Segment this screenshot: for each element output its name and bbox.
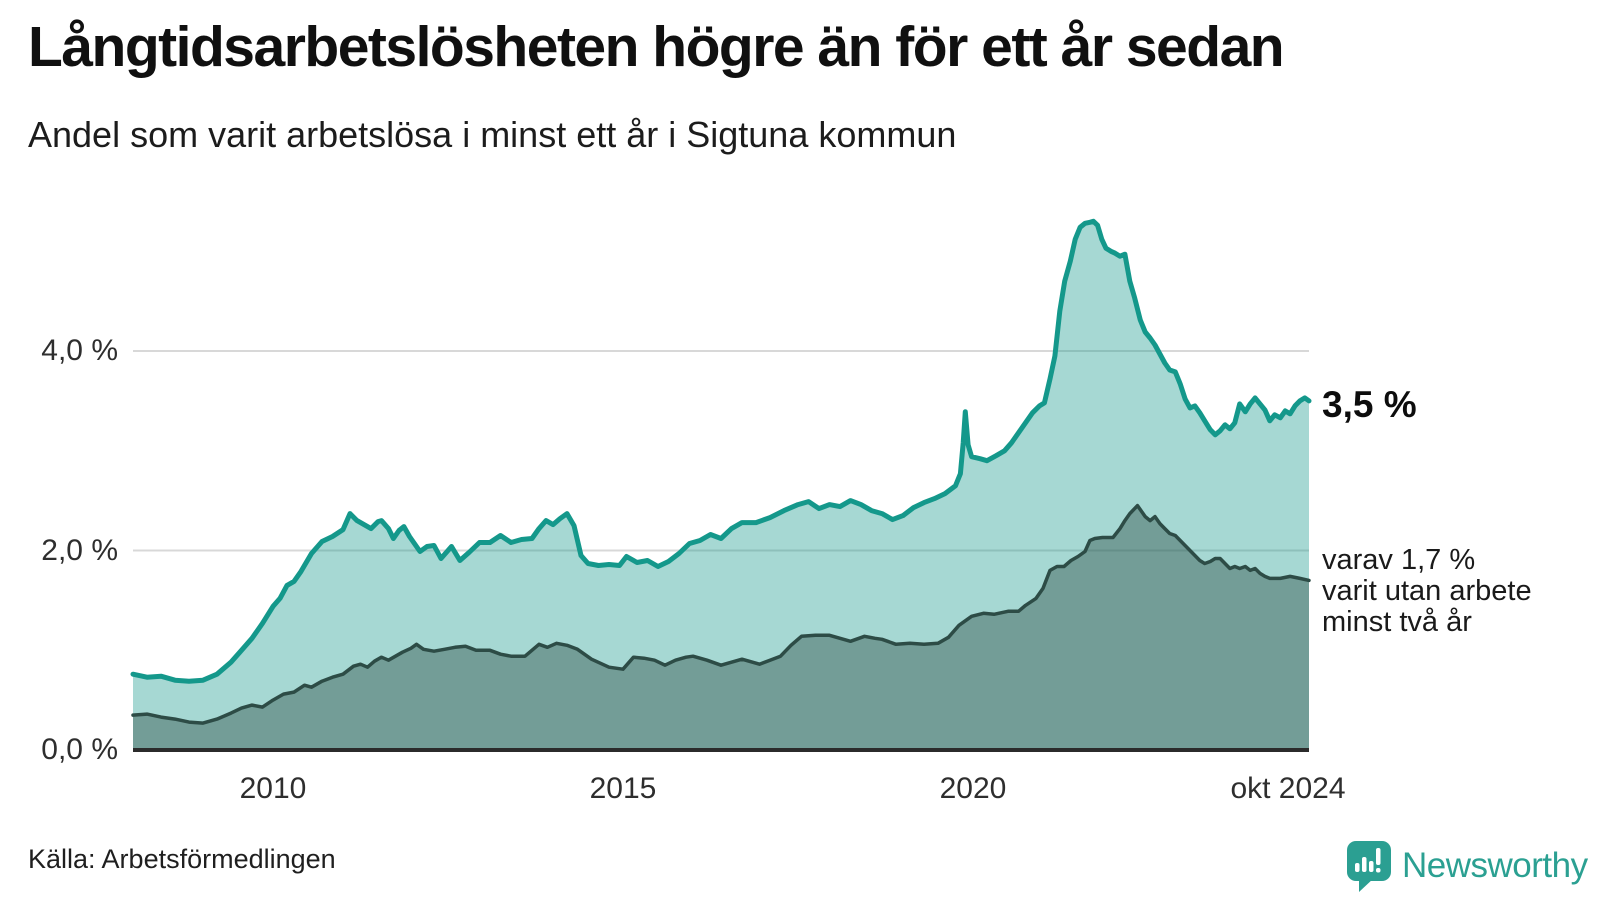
- chart-plot: [130, 218, 1312, 752]
- source-attribution: Källa: Arbetsförmedlingen: [28, 844, 336, 874]
- x-axis-label-2015: 2015: [589, 772, 657, 805]
- newsworthy-logo: Newsworthy: [1346, 840, 1588, 894]
- page-subtitle: Andel som varit arbetslösa i minst ett å…: [28, 114, 957, 155]
- y-axis-label-4: 4,0 %: [41, 334, 118, 367]
- area-fill-unemployed-1yr: [133, 221, 1309, 751]
- area-fill-unemployed-2yr: [133, 505, 1309, 750]
- x-axis-label-2020: 2020: [939, 772, 1007, 805]
- newsworthy-bubble-chart-icon: [1347, 841, 1391, 892]
- x-axis-label-2010: 2010: [239, 772, 307, 805]
- page-title: Långtidsarbetslösheten högre än för ett …: [28, 15, 1285, 79]
- line-unemployed-2yr: [131, 503, 1311, 725]
- series-end-label-two-years: varav 1,7 % varit utan arbete minst två …: [1322, 544, 1532, 638]
- series-end-label-total: 3,5 %: [1322, 384, 1417, 425]
- y-axis-label-0: 0,0 %: [41, 733, 118, 766]
- line-unemployed-1yr: [130, 218, 1312, 684]
- y-axis-label-2: 2,0 %: [41, 533, 118, 567]
- x-axis-label-okt-2024: okt 2024: [1230, 772, 1346, 805]
- newsworthy-logo-text: Newsworthy: [1402, 846, 1588, 885]
